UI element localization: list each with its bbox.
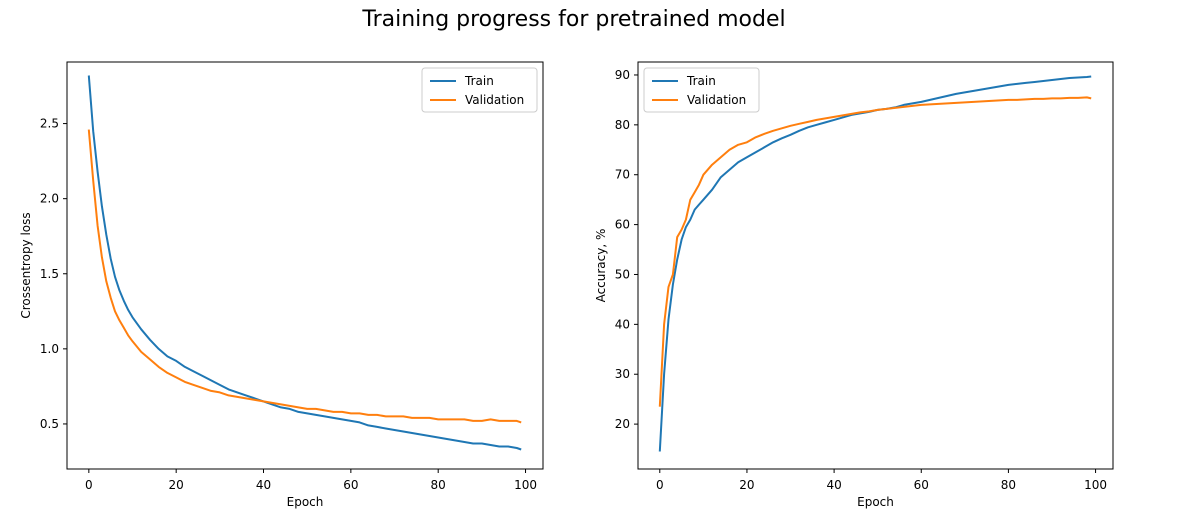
- loss-ylabel: Crossentropy loss: [19, 212, 33, 318]
- acc-xtick-label: 60: [914, 478, 929, 492]
- loss-ytick-label: 0.5: [40, 417, 59, 431]
- figure-title: Training progress for pretrained model: [361, 7, 785, 32]
- acc-xtick-label: 0: [656, 478, 664, 492]
- loss-xtick-label: 80: [431, 478, 446, 492]
- loss-ytick-label: 2.5: [40, 117, 59, 131]
- acc-xlabel: Epoch: [857, 495, 894, 509]
- loss-ytick-label: 2.0: [40, 192, 59, 206]
- loss-legend: Train Validation: [421, 67, 538, 113]
- acc-ytick-label: 40: [615, 317, 630, 331]
- acc-ytick-label: 70: [615, 168, 630, 182]
- acc-ytick-label: 50: [615, 267, 630, 281]
- acc-ytick-label: 60: [615, 218, 630, 232]
- acc-ytick-label: 90: [615, 68, 630, 82]
- loss-plot: 0 20 40 60 80 100 0.5 1.0 1.5 2.0 2.5 Epoch Crossent…: [19, 61, 544, 509]
- loss-axes-frame: [66, 61, 544, 470]
- acc-xtick-label: 20: [739, 478, 754, 492]
- acc-ytick-label: 30: [615, 367, 630, 381]
- acc-legend-label-train: Train: [686, 74, 716, 88]
- acc-series-train: [658, 75, 1092, 452]
- loss-xtick-label: 100: [514, 478, 537, 492]
- loss-ytick-label: 1.5: [40, 267, 59, 281]
- loss-xtick-label: 60: [343, 478, 358, 492]
- acc-legend: Train Validation: [643, 67, 760, 113]
- acc-ylabel: Accuracy, %: [594, 229, 608, 303]
- loss-xtick-label: 40: [256, 478, 271, 492]
- loss-xlabel: Epoch: [287, 495, 324, 509]
- accuracy-plot: 0 20 40 60 80 100 20 30 40 50 60 70 80 90 Epoch Accurac…: [594, 61, 1114, 509]
- acc-ytick-label: 20: [615, 417, 630, 431]
- acc-ytick-label: 80: [615, 118, 630, 132]
- loss-series-train: [87, 75, 522, 451]
- acc-legend-label-validation: Validation: [687, 93, 746, 107]
- loss-legend-label-train: Train: [464, 74, 494, 88]
- loss-series-validation: [87, 129, 522, 424]
- acc-xtick-label: 100: [1084, 478, 1107, 492]
- acc-series-validation: [658, 96, 1092, 407]
- acc-axes-frame: [637, 61, 1114, 470]
- loss-ytick-label: 1.0: [40, 342, 59, 356]
- loss-xtick-label: 0: [85, 478, 93, 492]
- acc-xtick-label: 40: [826, 478, 841, 492]
- loss-xtick-label: 20: [169, 478, 184, 492]
- loss-legend-label-validation: Validation: [465, 93, 524, 107]
- acc-xtick-label: 80: [1001, 478, 1016, 492]
